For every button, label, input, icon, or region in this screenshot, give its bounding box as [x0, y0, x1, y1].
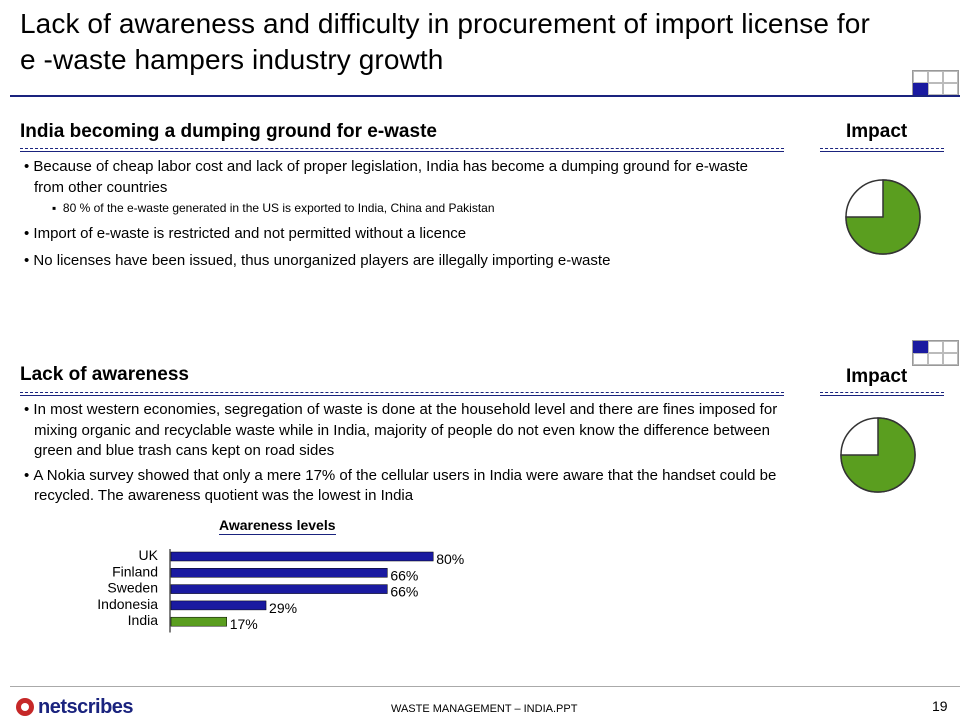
- bullet-text: In most western economies, segregation o…: [33, 401, 778, 459]
- slide-title: Lack of awareness and difficulty in proc…: [20, 8, 870, 75]
- page-number: 19: [932, 698, 948, 714]
- bullet-item: • In most western economies, segregation…: [24, 401, 778, 459]
- chart-value-label: 80%: [436, 551, 464, 567]
- nav-cell: [928, 83, 943, 95]
- nav-cell: [943, 71, 958, 83]
- section2-impact-label: Impact: [846, 366, 908, 387]
- nav-cell: [913, 353, 928, 365]
- section2-impact-divider: [820, 392, 944, 396]
- nav-cell: [943, 83, 958, 95]
- nav-cell: [928, 71, 943, 83]
- logo-mark-icon: [16, 698, 34, 716]
- nav-cell-active: [913, 341, 928, 353]
- awareness-bar-chart: UK 80% Finland 66% Sweden 66% Indonesia 29% Indi…: [97, 547, 464, 633]
- chart-category-label: Sweden: [107, 580, 158, 596]
- section2-bullets: • In most western economies, segregation…: [20, 400, 780, 507]
- chart-bar-uk: [170, 551, 434, 562]
- logo-text: netscribes: [38, 696, 134, 718]
- section1-impact-pie: [845, 179, 921, 255]
- section1-divider: [20, 148, 784, 152]
- nav-cell-active: [913, 83, 928, 95]
- bullet-text: Because of cheap labor cost and lack of …: [33, 158, 749, 196]
- bullet-item: • Import of e-waste is restricted and no…: [24, 225, 467, 242]
- bullet-text: Import of e-waste is restricted and not …: [33, 225, 467, 242]
- chart-category-label: Indonesia: [97, 596, 158, 612]
- nav-cell: [913, 71, 928, 83]
- chart-value-label: 66%: [390, 584, 418, 600]
- section1-heading: India becoming a dumping ground for e-wa…: [20, 121, 437, 142]
- chart-value-label: 29%: [269, 600, 297, 616]
- bullet-text: A Nokia survey showed that only a mere 1…: [33, 466, 777, 505]
- sub-bullet-item: ▪ 80 % of the e-waste generated in the U…: [52, 201, 495, 215]
- bullet-item: • No licenses have been issued, thus uno…: [24, 251, 611, 269]
- pie-slice-filled: [845, 179, 921, 255]
- section2-heading: Lack of awareness: [20, 364, 189, 385]
- bullet-item: • A Nokia survey showed that only a mere…: [24, 466, 777, 505]
- chart-category-label: UK: [139, 547, 159, 563]
- nav-indicator-top: [912, 70, 959, 96]
- footer-doc-name: WASTE MANAGEMENT – INDIA.PPT: [391, 703, 578, 715]
- nav-indicator-middle: [912, 340, 959, 366]
- bullet-item: • Because of cheap labor cost and lack o…: [24, 158, 749, 196]
- chart-value-label: 66%: [390, 567, 418, 583]
- chart-category-label: India: [128, 612, 159, 628]
- chart-value-label: 17%: [230, 616, 258, 632]
- section2-divider: [20, 392, 784, 396]
- nav-cell: [943, 353, 958, 365]
- bullet-text: No licenses have been issued, thus unorg…: [33, 251, 611, 269]
- bullet-text: 80 % of the e-waste generated in the US …: [62, 201, 495, 215]
- chart-title: Awareness levels: [219, 517, 336, 535]
- section1-impact-divider: [820, 148, 944, 152]
- chart-category-label: Finland: [112, 563, 158, 579]
- chart-bar-india: [170, 616, 227, 627]
- section1-impact-label: Impact: [846, 121, 908, 142]
- chart-bar-finland: [170, 568, 388, 578]
- netscribes-logo: netscribes: [16, 696, 134, 719]
- section2-impact-pie: [840, 417, 916, 493]
- nav-cell: [928, 341, 943, 353]
- pie-slice-filled: [840, 417, 916, 493]
- chart-bar-sweden: [170, 584, 388, 594]
- nav-cell: [928, 353, 943, 365]
- section1-bullets: • Because of cheap labor cost and lack o…: [20, 157, 780, 271]
- title-divider: [10, 95, 960, 97]
- chart-bar-indonesia: [170, 600, 267, 611]
- footer-divider: [10, 686, 960, 687]
- nav-cell: [943, 341, 958, 353]
